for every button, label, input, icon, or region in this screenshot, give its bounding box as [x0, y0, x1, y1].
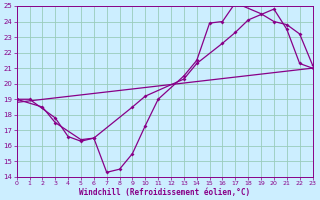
X-axis label: Windchill (Refroidissement éolien,°C): Windchill (Refroidissement éolien,°C)	[79, 188, 250, 197]
